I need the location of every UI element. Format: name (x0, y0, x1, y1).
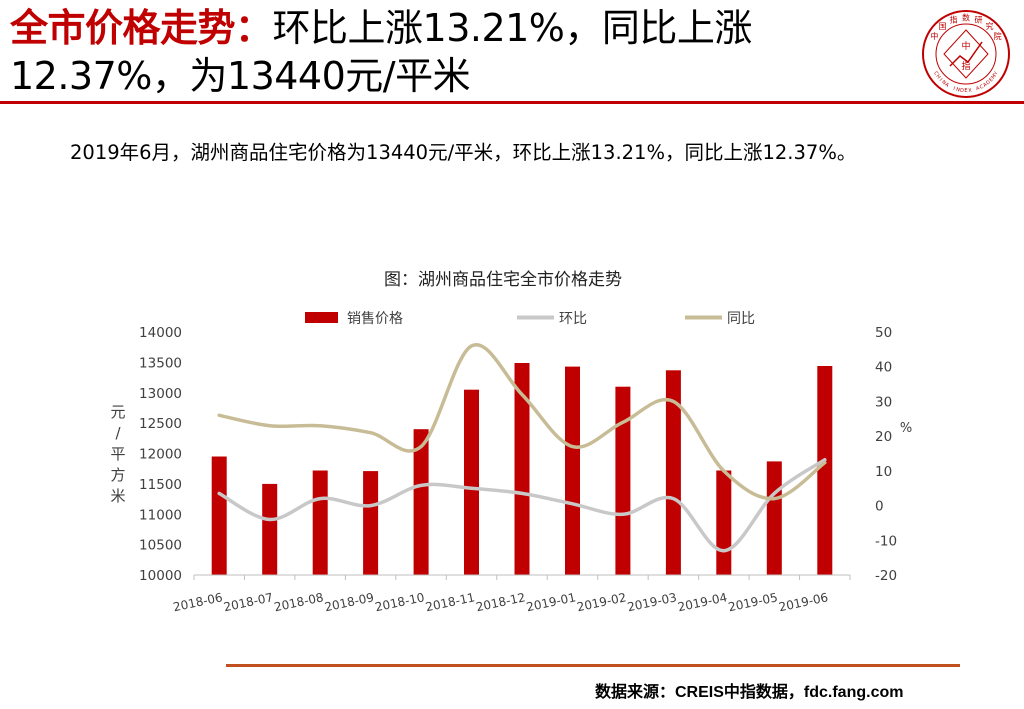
seal-bottom-char: A (944, 82, 951, 89)
seal-bottom-char: C (979, 84, 985, 91)
seal-bottom-char: I (952, 86, 955, 92)
line-series (217, 342, 827, 553)
bar (565, 366, 580, 575)
legend-label: 环比 (559, 311, 587, 327)
y-tick-label: 11500 (139, 477, 182, 493)
bar (363, 471, 379, 575)
seal-bottom-char: X (968, 88, 973, 94)
y-tick-label: 12500 (139, 416, 182, 432)
chart-legend: 销售价格 环比 同比 (305, 311, 755, 327)
bar (817, 366, 833, 575)
headline-text: 环比上涨13.21%，同比上涨12.37%，为13440元/平米 (10, 6, 752, 98)
headline-prefix: 全市价格走势： (10, 6, 273, 50)
x-tick-label: 2018-06 (172, 590, 224, 614)
seal-bottom-char: E (964, 88, 967, 94)
y2-axis-label: % (900, 421, 912, 436)
left-axis: 10000 10500 11000 11500 12000 12500 13000 13500… (110, 325, 182, 584)
seal-center-char: 指 (961, 60, 970, 72)
seal-bottom-char: C (932, 70, 939, 76)
y-axis-label-char: 米 (110, 487, 125, 505)
x-tick-label: 2019-05 (727, 590, 779, 614)
bar (413, 429, 429, 575)
x-tick-label: 2018-09 (323, 590, 375, 614)
series-line (217, 342, 827, 501)
y-tick-label: 13500 (139, 355, 182, 371)
seal-arc-char: 院 (994, 31, 1002, 41)
bar (615, 386, 631, 575)
seal-bottom-char: A (982, 82, 989, 89)
y-tick-label: 10500 (139, 538, 182, 554)
bar (211, 456, 227, 575)
y2-tick-label: -20 (875, 568, 897, 584)
seal-arc-char: 研 (975, 16, 983, 25)
bar (464, 389, 479, 575)
legend-label: 同比 (727, 311, 755, 327)
chart-title: 图：湖州商品住宅全市价格走势 (384, 270, 622, 290)
bar (514, 363, 530, 575)
seal-bottom-char: E (988, 77, 995, 83)
summary-text: 2019年6月，湖州商品住宅价格为13440元/平米，环比上涨13.21%，同比… (70, 141, 857, 164)
seal-arc-char: 国 (939, 22, 947, 31)
y-tick-label: 13000 (139, 386, 182, 402)
x-axis: 2018-062018-072018-082018-092018-102018-… (172, 574, 851, 614)
legend-swatch (305, 312, 338, 323)
y2-tick-label: -10 (875, 533, 897, 549)
y2-tick-label: 0 (875, 499, 884, 515)
seal-arc-char: 究 (986, 21, 994, 31)
y2-tick-label: 20 (875, 429, 892, 445)
x-tick-label: 2018-10 (374, 590, 426, 614)
y-tick-label: 11000 (139, 507, 182, 523)
seal-bottom-char: N (940, 79, 947, 86)
bar (665, 370, 681, 575)
bar (262, 483, 278, 575)
y2-tick-label: 40 (875, 360, 892, 376)
seal-bottom-char: D (960, 88, 965, 94)
seal-bottom-char: I (938, 77, 943, 82)
y-tick-label: 14000 (139, 325, 182, 341)
x-tick-label: 2019-02 (576, 590, 628, 614)
bar (716, 470, 732, 575)
price-trend-chart: 图：湖州商品住宅全市价格走势 销售价格 环比 同比 1000010500110001… (110, 270, 912, 614)
x-tick-label: 2018-08 (273, 590, 325, 614)
bar-series (211, 363, 833, 575)
y-tick-label: 12000 (139, 447, 182, 463)
seal-center-char: 中 (961, 40, 970, 52)
source-note: 数据来源：CREIS中指数据，fdc.fang.com (595, 684, 904, 701)
seal-arc-text: 中国指数研究院 (930, 13, 1001, 41)
seal-arc-char: 中 (930, 31, 938, 41)
footer-divider (226, 664, 960, 667)
seal-bottom-char: A (975, 85, 981, 92)
right-axis: -20 -10 0 10 20 30 40 50% (875, 325, 912, 584)
x-tick-label: 2019-04 (677, 590, 729, 614)
seal-bottom-char: Y (992, 70, 1000, 77)
y-tick-label: 10000 (139, 568, 182, 584)
y-axis-label-char: 方 (110, 466, 125, 484)
x-tick-label: 2019-01 (525, 590, 577, 614)
seal-bottom-char: M (990, 73, 997, 80)
x-tick-label: 2018-07 (222, 590, 274, 614)
x-tick-label: 2019-06 (777, 590, 829, 614)
headline: 全市价格走势：环比上涨13.21%，同比上涨12.37%，为13440元/平米 (10, 4, 910, 100)
bar (312, 470, 328, 575)
seal-bottom-char: D (985, 79, 992, 86)
series-line (217, 457, 827, 553)
y-axis-label-char: 元 (110, 403, 125, 421)
y2-tick-label: 10 (875, 464, 892, 480)
y-axis-label-char: 平 (110, 445, 125, 463)
y-axis-label-char: / (115, 424, 121, 442)
x-tick-label: 2018-11 (424, 590, 476, 614)
legend-label: 销售价格 (347, 311, 403, 327)
y2-tick-label: 30 (875, 394, 892, 410)
seal-arc-char: 数 (962, 13, 970, 23)
x-tick-label: 2019-03 (626, 590, 678, 614)
seal-bottom-char: N (955, 87, 960, 94)
x-tick-label: 2018-12 (475, 590, 527, 614)
seal-bottom-char: H (934, 74, 941, 81)
y2-tick-label: 50 (875, 325, 892, 341)
title-divider (0, 101, 1024, 104)
bar (766, 461, 782, 575)
seal-arc-char: 指 (950, 15, 958, 25)
